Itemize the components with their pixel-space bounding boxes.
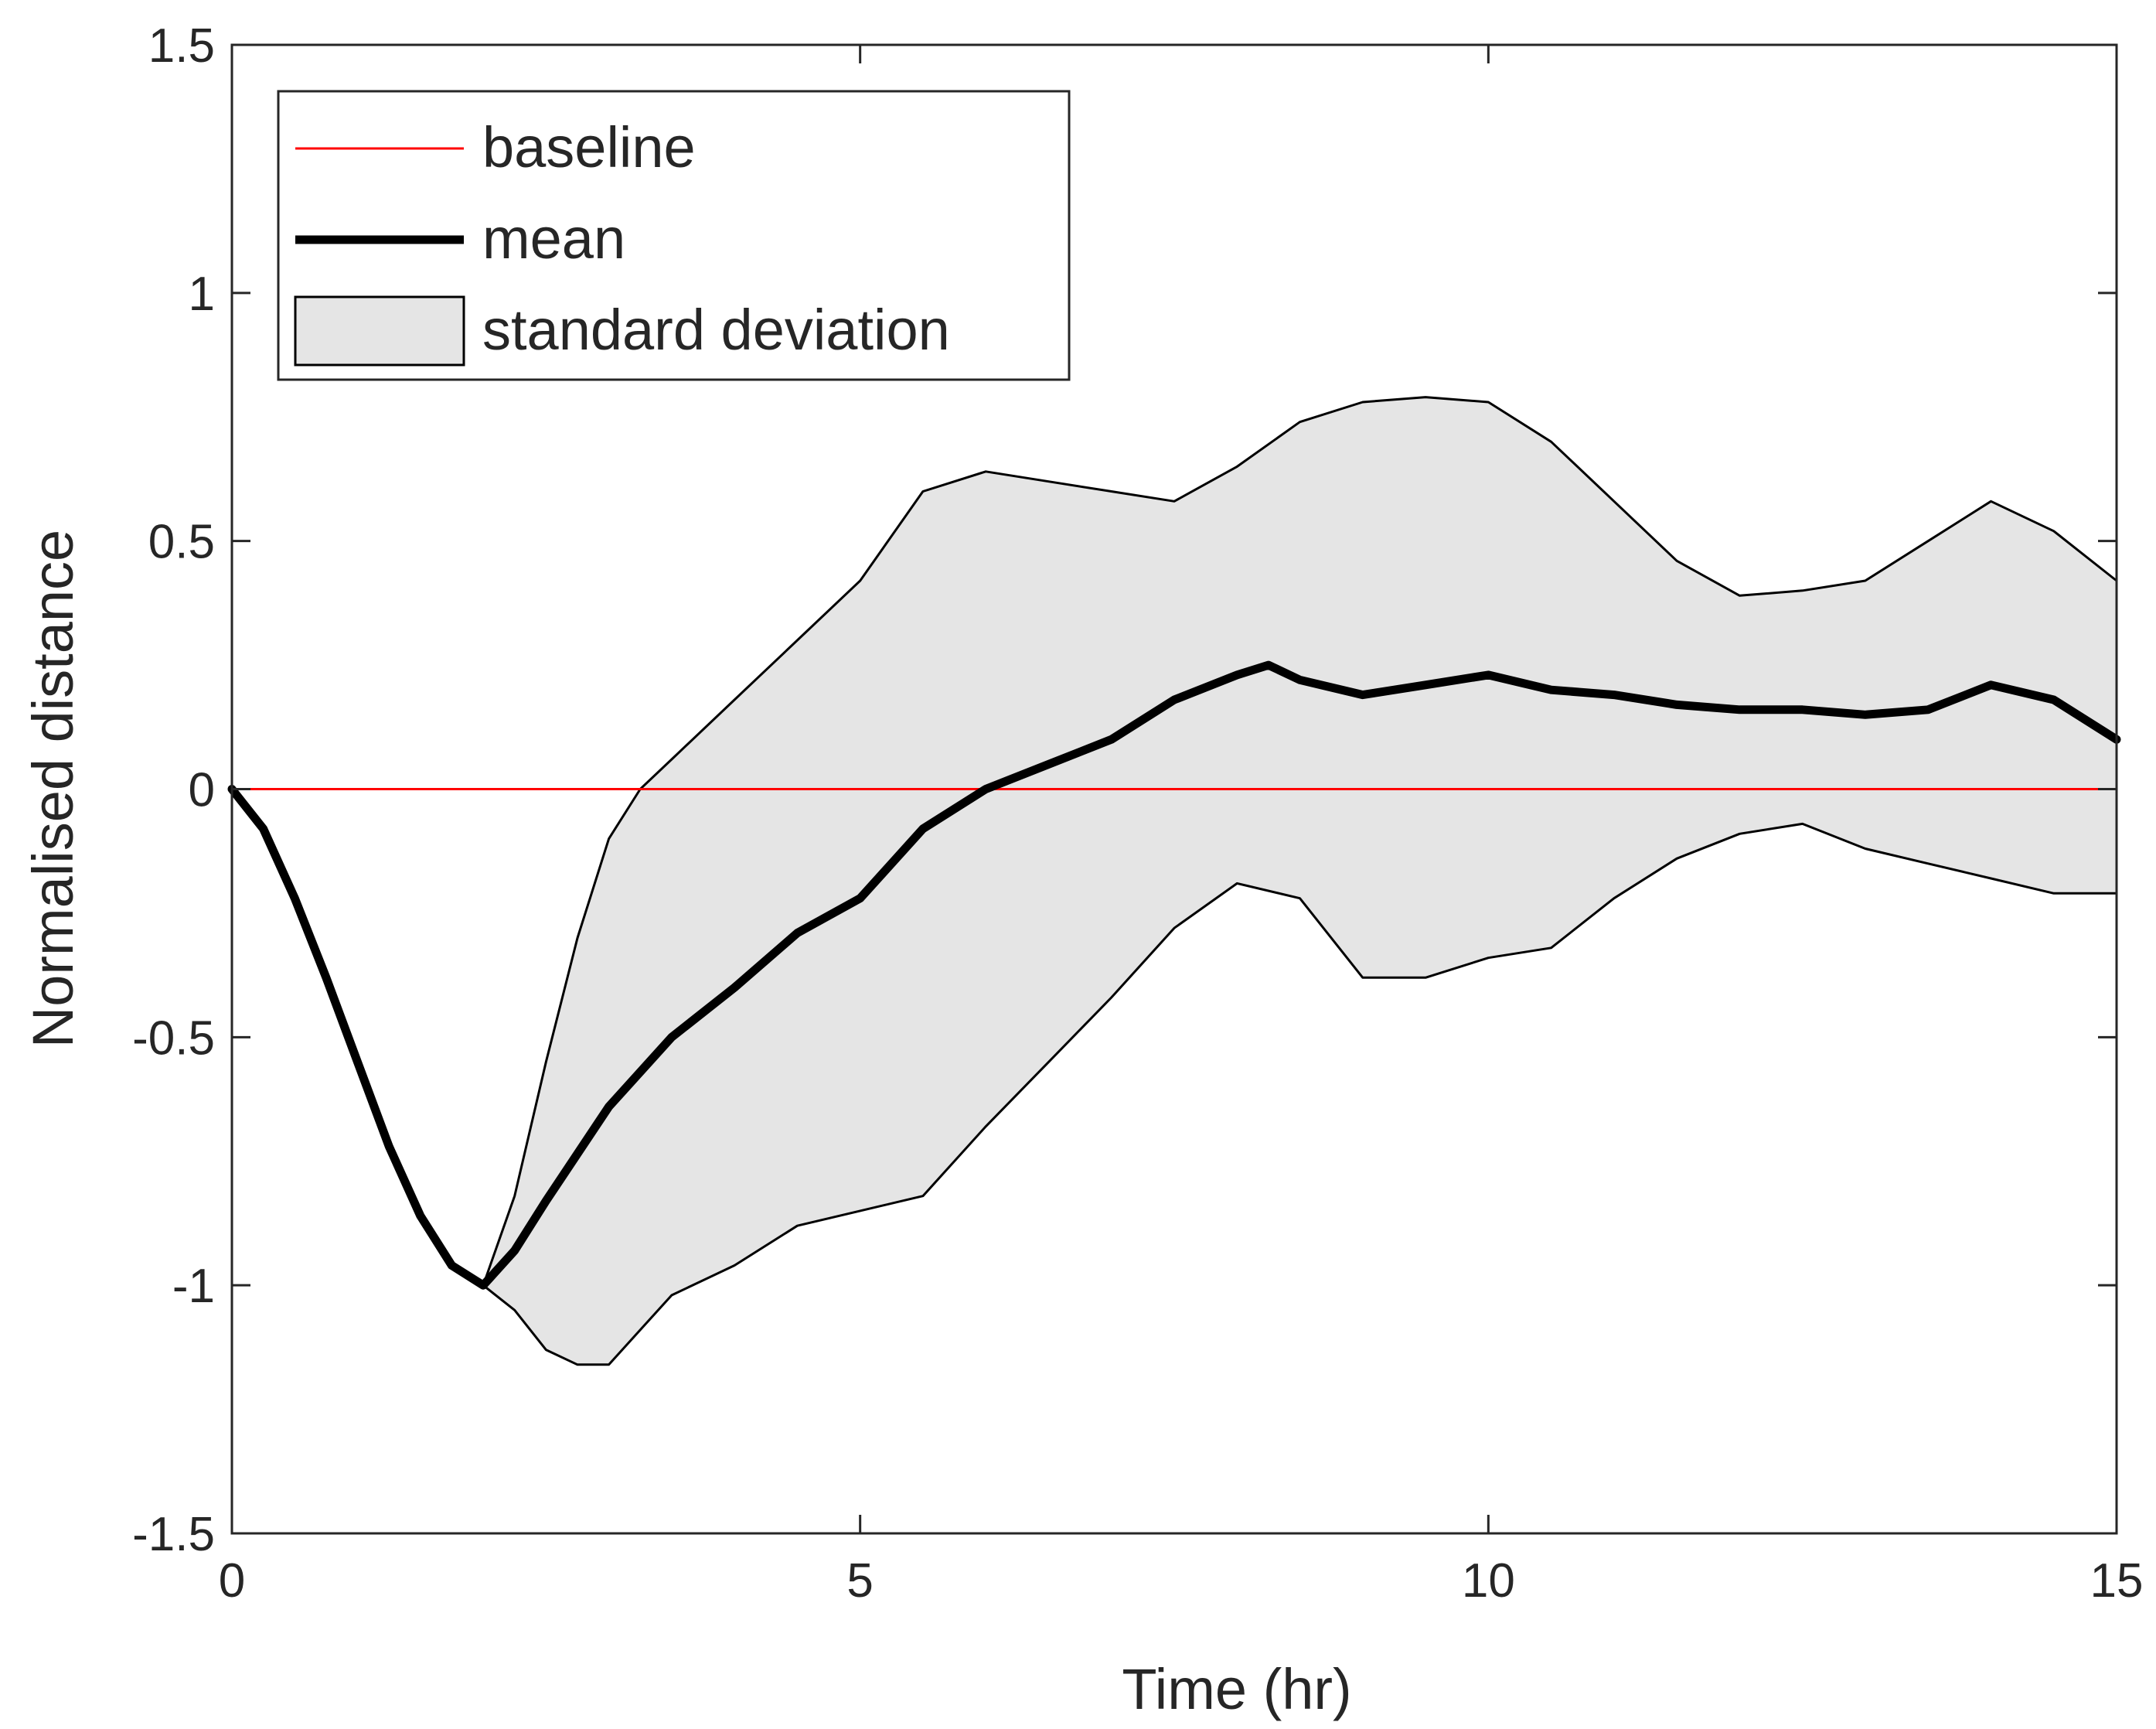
y-tick-label: 1 [189, 268, 215, 321]
y-tick-label: -1.5 [132, 1508, 215, 1561]
y-tick-label: 1.5 [148, 19, 215, 73]
y-tick-label: -1 [172, 1260, 215, 1313]
y-axis-label: Normalised distance [21, 530, 85, 1048]
legend-label: baseline [482, 115, 696, 179]
x-tick-label: 10 [1462, 1554, 1515, 1608]
axes: 0 5 10 15 -1.5 -1 -0.5 0 0.5 1 1.5 [132, 19, 2143, 1608]
x-axis-label: Time (hr) [1122, 1657, 1351, 1721]
y-tick-label: 0.5 [148, 516, 215, 569]
y-tick-label: 0 [189, 764, 215, 817]
legend-label: mean [482, 206, 625, 271]
legend-std-swatch [294, 295, 465, 367]
x-tick-label: 15 [2090, 1554, 2144, 1608]
x-tick-label: 5 [846, 1554, 873, 1608]
legend: baseline mean standard deviation [277, 90, 1071, 381]
y-tick-label: -0.5 [132, 1011, 215, 1065]
mean-line [227, 660, 2121, 1290]
x-tick-label: 0 [219, 1554, 245, 1608]
legend-label: standard deviation [482, 298, 950, 362]
